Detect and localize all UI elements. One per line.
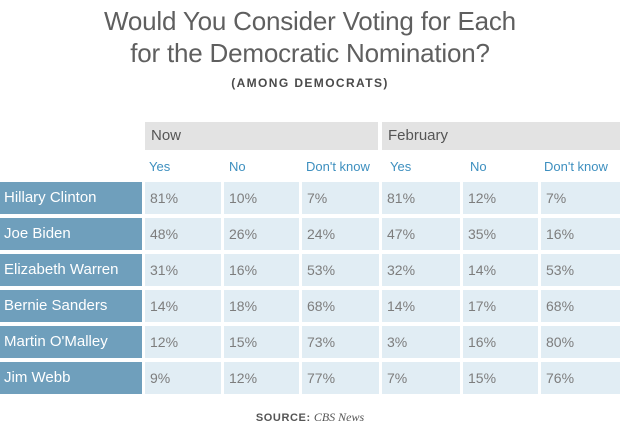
- table-cell: 7%: [541, 182, 620, 214]
- source-label: SOURCE:: [255, 412, 311, 424]
- row-label: Joe Biden: [0, 218, 142, 250]
- table-cell: 80%: [541, 326, 620, 358]
- table-cell: 53%: [541, 254, 620, 286]
- row-label: Elizabeth Warren: [0, 254, 142, 286]
- subheader-feb-no: No: [470, 159, 487, 174]
- table-cell: 7%: [382, 362, 460, 394]
- table-cell: 76%: [541, 362, 620, 394]
- table-cell: 9%: [145, 362, 221, 394]
- table-cell: 81%: [382, 182, 460, 214]
- table-cell: 48%: [145, 218, 221, 250]
- subheader-now-no: No: [229, 159, 246, 174]
- row-label: Jim Webb: [0, 362, 142, 394]
- table-cell: 18%: [224, 290, 299, 322]
- table-cell: 35%: [463, 218, 538, 250]
- row-label: Martin O'Malley: [0, 326, 142, 358]
- table-cell: 14%: [145, 290, 221, 322]
- table-cell: 12%: [224, 362, 299, 394]
- source-name: CBS News: [313, 410, 365, 424]
- table-cell: 15%: [224, 326, 299, 358]
- table-cell: 47%: [382, 218, 460, 250]
- subheader-now-yes: Yes: [149, 159, 171, 174]
- table-cell: 26%: [224, 218, 299, 250]
- table-cell: 7%: [302, 182, 379, 214]
- table-cell: 24%: [302, 218, 379, 250]
- table-cell: 16%: [541, 218, 620, 250]
- table-cell: 12%: [463, 182, 538, 214]
- table-cell: 10%: [224, 182, 299, 214]
- subheader-feb-dont-know: Don't know: [544, 159, 608, 174]
- table-cell: 81%: [145, 182, 221, 214]
- table-cell: 77%: [302, 362, 379, 394]
- table-cell: 14%: [382, 290, 460, 322]
- table-cell: 15%: [463, 362, 538, 394]
- table-cell: 68%: [302, 290, 379, 322]
- subheader-feb-yes: Yes: [390, 159, 412, 174]
- source-line: SOURCE: CBS News: [0, 410, 620, 425]
- table-cell: 12%: [145, 326, 221, 358]
- chart-subtitle: (AMONG DEMOCRATS): [231, 76, 389, 90]
- table-cell: 16%: [463, 326, 538, 358]
- group-header-february: February: [382, 122, 620, 150]
- table-cell: 3%: [382, 326, 460, 358]
- row-label: Bernie Sanders: [0, 290, 142, 322]
- table-cell: 73%: [302, 326, 379, 358]
- table-cell: 17%: [463, 290, 538, 322]
- table-cell: 53%: [302, 254, 379, 286]
- table-cell: 32%: [382, 254, 460, 286]
- subheader-now-dont-know: Don't know: [306, 159, 370, 174]
- table-cell: 31%: [145, 254, 221, 286]
- chart-title-line-2: for the Democratic Nomination?: [130, 38, 490, 68]
- chart-title-line-1: Would You Consider Voting for Each: [104, 6, 516, 36]
- table-cell: 16%: [224, 254, 299, 286]
- group-header-now: Now: [145, 122, 378, 150]
- table-cell: 14%: [463, 254, 538, 286]
- row-label: Hillary Clinton: [0, 182, 142, 214]
- table-cell: 68%: [541, 290, 620, 322]
